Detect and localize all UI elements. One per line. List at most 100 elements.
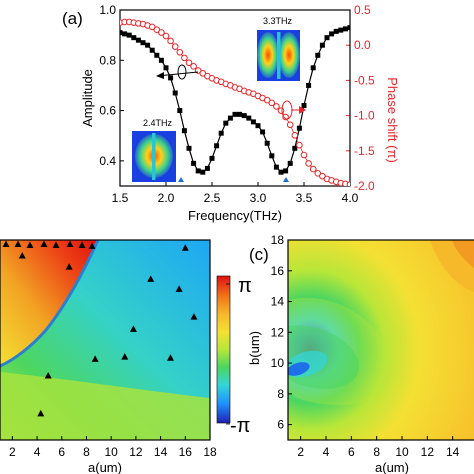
- amplitude-point: [296, 125, 302, 131]
- panel-a-y2tick-label: -1.5: [354, 144, 375, 158]
- amplitude-point: [200, 169, 206, 175]
- panel-b-xtick-label: 18: [203, 445, 217, 459]
- colorbar: [216, 275, 231, 424]
- panel-c-xtick-label: 8: [373, 445, 380, 459]
- amplitude-axis-arrowhead: [156, 72, 164, 79]
- phase-point: [263, 96, 271, 104]
- panel-b-phase-wrap-edge: [0, 240, 100, 368]
- amplitude-point: [301, 103, 307, 109]
- panel-a-y2label: Phase shift (π): [385, 77, 400, 163]
- amplitude-point: [329, 31, 335, 37]
- amplitude-point: [246, 115, 252, 121]
- amplitude-point: [154, 52, 160, 58]
- phase-point: [314, 170, 322, 177]
- panel-a-xtick-label: 3.0: [250, 191, 267, 205]
- phase-point: [176, 48, 184, 56]
- panel-b-xtick-label: 16: [179, 445, 193, 459]
- amplitude-point: [214, 143, 220, 149]
- panel-c-ytick-label: 14: [271, 295, 285, 309]
- panel-b-marker: [37, 409, 45, 417]
- panel-b-plot-frame: [0, 239, 211, 441]
- panel-c-ytick-label: 6: [277, 418, 284, 432]
- phase-point: [181, 54, 188, 62]
- panel-a-xtick-label: 4.0: [342, 191, 359, 205]
- panel-b-markers: [2, 240, 198, 417]
- panel-a: (a) 1.5 2.0 2.5 3.0 3.5 4.0 0.4 0.6 0.8 1.0 0.5 0.0…: [62, 3, 400, 223]
- inset-3-3thz-gap: [277, 32, 281, 79]
- inset-2-4thz-gap: [152, 133, 156, 180]
- panel-c-label: (c): [249, 245, 269, 264]
- panel-b-marker: [190, 313, 198, 320]
- amplitude-point: [218, 130, 224, 136]
- panel-b-marker: [129, 325, 137, 332]
- amplitude-point: [287, 160, 293, 166]
- panel-a-y2tick-label: 0.5: [354, 3, 371, 17]
- panel-c-ytick-label: 12: [271, 325, 285, 339]
- amplitude-point: [126, 32, 132, 38]
- panel-b-xtick-label: 4: [34, 445, 41, 459]
- amplitude-point: [204, 165, 210, 171]
- amplitude-point: [122, 31, 128, 37]
- amplitude-point: [255, 123, 261, 129]
- panel-a-label: (a): [62, 9, 83, 28]
- phase-point: [309, 165, 317, 173]
- amplitude-point: [260, 129, 266, 135]
- amplitude-point: [333, 28, 339, 34]
- panel-b-xtick-label: 8: [83, 445, 90, 459]
- amplitude-point: [324, 35, 330, 41]
- panel-b-lower-band: [0, 372, 210, 440]
- panel-b-marker: [40, 240, 48, 247]
- amplitude-point: [209, 155, 215, 161]
- amplitude-markers: [120, 25, 350, 175]
- panel-c-xtick-label: 2: [297, 445, 304, 459]
- panel-b-marker: [2, 240, 10, 247]
- resonance-marker-3-3thz: [283, 177, 289, 182]
- phase-point: [190, 63, 197, 70]
- amplitude-point: [186, 145, 192, 151]
- phase-point: [268, 99, 276, 107]
- amplitude-point: [191, 160, 197, 166]
- phase-point: [319, 172, 326, 180]
- panel-a-y2tick-label: -0.5: [354, 73, 375, 87]
- resonance-marker-2-4thz: [178, 177, 184, 182]
- phase-point: [171, 43, 179, 50]
- panel-b-xtick-label: 14: [154, 445, 168, 459]
- amplitude-point: [181, 128, 187, 134]
- panel-b-marker: [65, 263, 73, 270]
- phase-point: [167, 37, 174, 45]
- panel-b-marker: [44, 372, 52, 379]
- amplitude-point: [140, 40, 146, 46]
- panel-c-xtick-label: 12: [421, 445, 435, 459]
- phase-point: [291, 132, 299, 139]
- amplitude-point: [315, 52, 321, 58]
- panel-b-xtick-label: 6: [58, 445, 65, 459]
- phase-point: [199, 70, 207, 77]
- panel-a-ytick-label: 0.6: [99, 104, 116, 118]
- panel-b-xtick-label: 10: [104, 445, 118, 459]
- panel-b-marker: [52, 241, 60, 248]
- inset-3-3thz-blob-right: [278, 32, 300, 78]
- phase-point: [282, 113, 289, 121]
- panel-b-ticks: 2 4 6 8 10 12 14 16 18: [9, 436, 217, 459]
- inset-3-3thz-label: 3.3THz: [263, 16, 293, 26]
- panel-a-ytick-label: 1.0: [99, 3, 116, 17]
- panel-b-marker: [181, 244, 189, 251]
- panel-c-xtick-label: 10: [395, 445, 409, 459]
- colorbar-max-label: π: [238, 275, 252, 297]
- panel-b-marker: [147, 275, 155, 282]
- panel-b: 2 4 6 8 10 12 14 16 18 a(um) π -π: [0, 239, 252, 474]
- panel-a-xtick-label: 1.5: [112, 191, 129, 205]
- panel-b-marker: [26, 241, 34, 248]
- panel-c-ytick-label: 10: [271, 356, 285, 370]
- amplitude-point: [131, 35, 137, 41]
- amplitude-point: [177, 108, 183, 114]
- phase-point: [300, 151, 308, 159]
- amplitude-point: [278, 169, 284, 175]
- panel-c-ytick-label: 16: [271, 264, 285, 278]
- amplitude-point: [319, 42, 325, 48]
- amplitude-point: [264, 140, 270, 146]
- amplitude-point: [158, 57, 164, 63]
- phase-point: [273, 103, 280, 110]
- phase-point: [153, 26, 161, 34]
- amplitude-point: [149, 47, 155, 53]
